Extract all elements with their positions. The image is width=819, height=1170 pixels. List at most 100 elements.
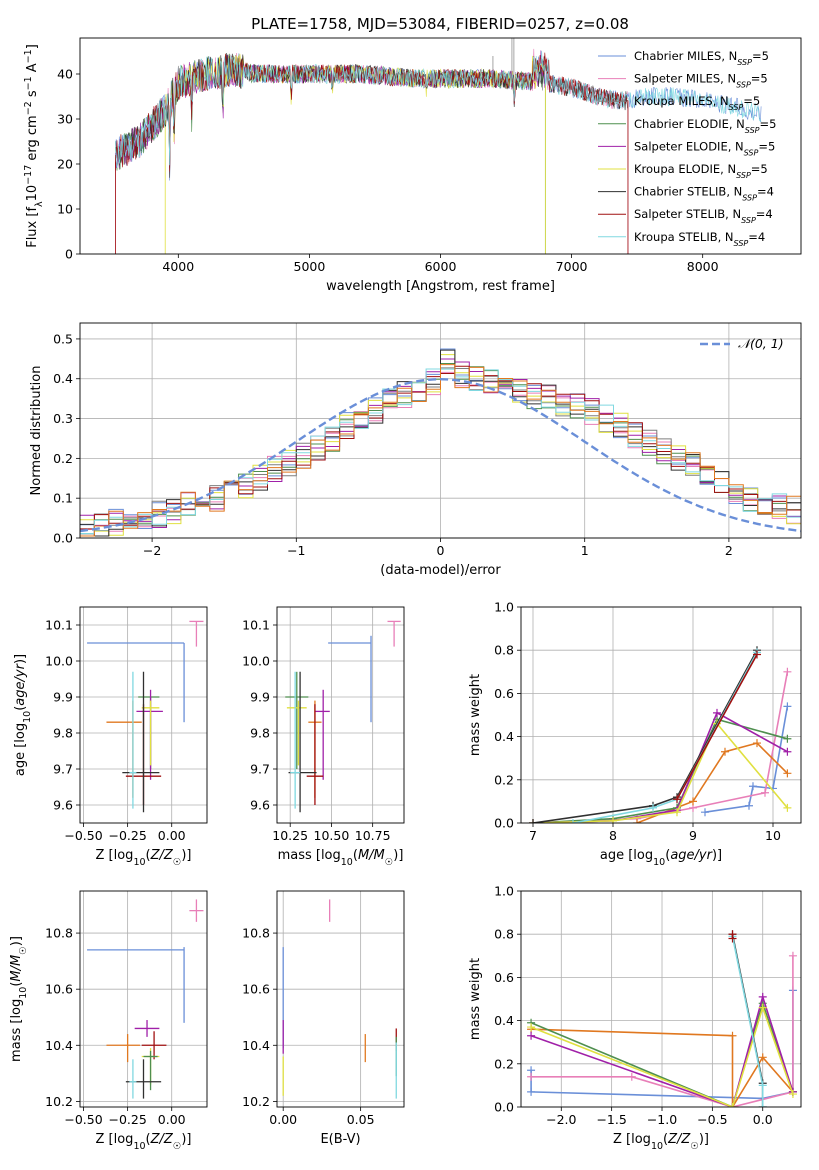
- mass-weight-marker: [783, 702, 792, 711]
- mass-weight-marker: [783, 734, 792, 743]
- label-part: 10: [25, 185, 40, 202]
- mass-weight-marker: [633, 819, 641, 823]
- mass-weight-marker: [753, 739, 761, 748]
- x-tick-label: 7: [529, 828, 537, 843]
- mass-weight-marker: [627, 1072, 636, 1081]
- label-part: 10: [341, 857, 353, 868]
- mass_weight_vs_Z-ylabel: mass weight: [468, 958, 483, 1040]
- age_vs_mass-frame: [276, 606, 405, 824]
- x-tick-label: −1.0: [647, 1112, 677, 1127]
- mass-weight-marker: [783, 803, 792, 812]
- errorbar-point: [306, 704, 324, 805]
- y-tick-label: 0.6: [494, 686, 514, 701]
- y-tick-label: 9.6: [250, 798, 270, 813]
- legend-label-base: Kroupa STELIB, N: [634, 230, 734, 244]
- label-part: Flux [f: [25, 207, 40, 248]
- legend-label-sub: SSP: [745, 125, 760, 134]
- mass-weight-series: [701, 702, 792, 817]
- errorbar-point: [134, 1020, 160, 1037]
- mass-weight-marker: [788, 1090, 797, 1099]
- label-part: )]: [699, 1132, 709, 1147]
- residuals-xlabel: (data-model)/error: [380, 563, 501, 578]
- mass-weight-marker: [728, 1031, 737, 1040]
- mass_weight_vs_age-xlabel: age [log10(age/yr)]: [600, 848, 722, 868]
- y-tick-label: 10.8: [242, 926, 270, 941]
- legend-label-base: Chabrier STELIB, N: [634, 185, 742, 199]
- label-part: 10: [18, 987, 29, 999]
- y-tick-label: 0.6: [494, 970, 514, 985]
- label-part: E(B-V): [320, 1132, 360, 1147]
- y-tick-label: 20: [57, 157, 73, 172]
- y-tick-label: 1.0: [494, 600, 514, 615]
- x-tick-label: −0.50: [64, 828, 102, 843]
- mass_weight_vs_age-ylabel: mass weight: [468, 674, 483, 756]
- label-part: M/M: [9, 955, 24, 982]
- legend-label-base: Salpeter STELIB, N: [634, 207, 741, 221]
- y-tick-label: 10.2: [45, 1094, 73, 1109]
- mass-weight-marker: [728, 1103, 737, 1107]
- legend-label: Kroupa ELODIE, NSSP=5: [634, 162, 768, 180]
- y-tick-label: 40: [57, 67, 73, 82]
- mass-weight-marker: [527, 1087, 536, 1096]
- mass-weight-series: [673, 650, 761, 804]
- x-tick-label: 1: [581, 543, 589, 558]
- legend-label-sub: SSP: [744, 148, 759, 157]
- legend-label-tail: =5: [760, 117, 777, 131]
- y-tick-label: 1.0: [494, 884, 514, 899]
- y-tick-label: 10.0: [45, 654, 73, 669]
- mass-weight-marker: [758, 1003, 767, 1012]
- x-tick-label: 0.00: [269, 1112, 297, 1127]
- mass-weight-marker: [527, 1072, 536, 1081]
- errorbar-point: [106, 1034, 140, 1063]
- mass-weight-marker: [713, 708, 721, 717]
- mass-weight-marker: [783, 769, 792, 778]
- label-part: ☉: [385, 857, 394, 868]
- label-part: Z [log: [613, 1132, 651, 1147]
- mass_vs_Z-frame: [79, 890, 208, 1108]
- mass-weight-marker: [728, 930, 737, 939]
- label-part: −17: [23, 165, 34, 185]
- x-tick-label: 4000: [162, 259, 194, 274]
- y-tick-label: 0.2: [494, 1056, 514, 1071]
- errorbar-point: [387, 620, 401, 647]
- mass-weight-marker: [673, 808, 681, 817]
- x-tick-label: 10.50: [314, 828, 350, 843]
- legend-label-sub: SSP: [736, 80, 751, 89]
- x-tick-label: 9: [689, 828, 697, 843]
- mass-weight-marker: [527, 1023, 536, 1032]
- mass-weight-marker: [689, 797, 697, 806]
- label-part: )]: [181, 848, 191, 863]
- mass_weight_vs_Z-xlabel: Z [log10(Z/Z☉)]: [613, 1132, 709, 1152]
- x-tick-label: 8000: [687, 259, 719, 274]
- mass-weight-series: [728, 930, 737, 943]
- label-part: Z [log: [96, 848, 134, 863]
- y-tick-label: 30: [57, 112, 73, 127]
- label-part: Z/Z: [667, 1132, 691, 1147]
- gaussian-curve: [79, 377, 802, 533]
- legend-label-sub: SSP: [742, 193, 757, 202]
- mass-weight-series: [529, 708, 792, 823]
- mass-weight-marker: [609, 816, 617, 823]
- y-tick-label: 0.0: [53, 531, 73, 546]
- label-part: mass [log: [9, 999, 24, 1062]
- label-part: (: [353, 848, 358, 863]
- errorbar-point: [122, 671, 160, 813]
- mass-weight-series: [529, 719, 792, 823]
- errorbar-point: [143, 1050, 158, 1091]
- legend-label-tail: =5: [751, 72, 768, 86]
- age_vs_Z-xlabel: Z [log10(Z/Z☉)]: [96, 848, 192, 868]
- spectrum-series-line: [115, 51, 762, 169]
- spectrum-ylabel: Flux [fλ10−17 erg cm−2 s−1 A−1]: [23, 44, 45, 248]
- label-part: λ: [34, 201, 45, 207]
- label-part: wavelength [Angstrom, rest frame]: [326, 279, 555, 294]
- legend-label-tail: =5: [752, 49, 769, 63]
- legend-label-tail: =5: [758, 139, 775, 153]
- x-tick-label: 0.05: [347, 1112, 375, 1127]
- y-tick-label: 0.8: [494, 927, 514, 942]
- legend-label: Salpeter ELODIE, NSSP=5: [634, 139, 775, 157]
- legend-label-sub: SSP: [737, 58, 752, 67]
- y-tick-label: 0.1: [53, 491, 73, 506]
- label-part: age [log: [600, 848, 653, 863]
- mass-weight-marker: [761, 788, 769, 797]
